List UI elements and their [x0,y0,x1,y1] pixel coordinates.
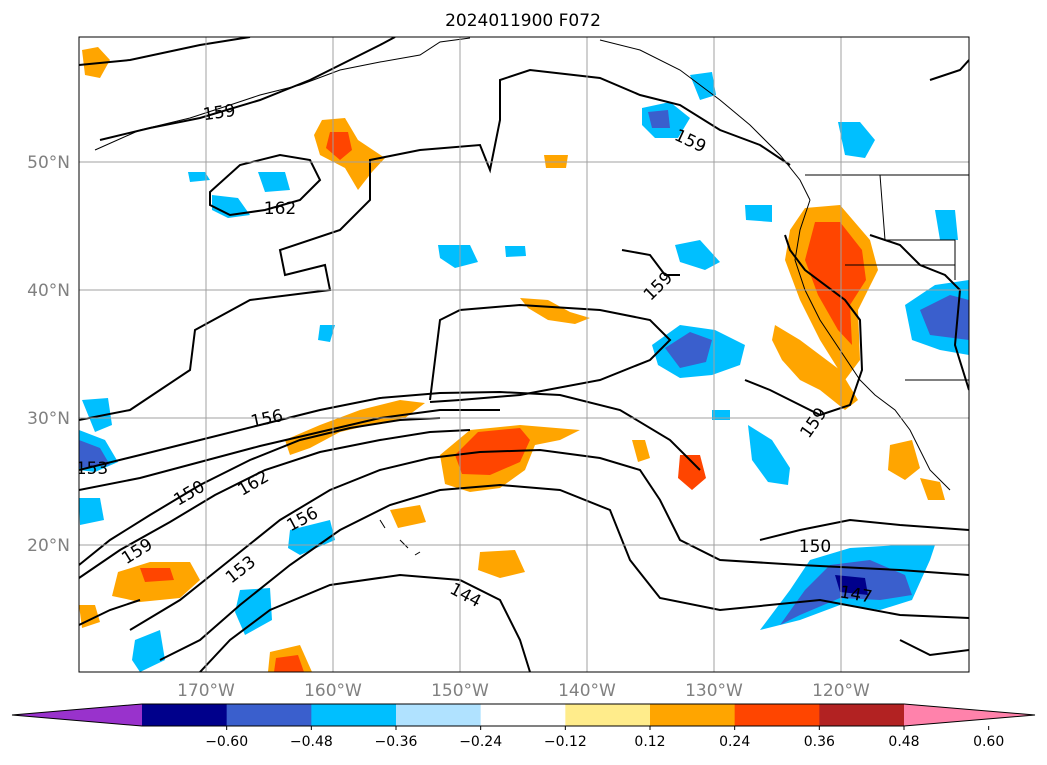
lon-label: 140°W [558,681,616,701]
lon-label: 170°W [177,681,235,701]
lon-label: 120°W [812,681,870,701]
colorbar-segment [311,704,397,726]
colorbar-segment [480,704,566,726]
colorbar-segment [734,704,820,726]
contour-label: 153 [222,552,260,588]
colorbar-tick-label: −0.12 [544,734,587,750]
positive-region [478,550,525,578]
contour-label: 162 [234,467,272,501]
positive-region [888,440,920,480]
longitude-labels: 170°W 160°W 150°W 140°W 130°W 120°W [177,681,870,701]
contour-label: 153 [76,459,108,479]
negative-region [82,398,112,432]
colorbar-tick-label: 0.48 [888,734,919,750]
positive-region [678,455,706,490]
colorbar-segment [650,704,736,726]
map-panel: 159 162 159 159 156 153 150 162 156 159 … [76,36,970,673]
colorbar-tick-label: 0.24 [719,734,750,750]
negative-region [235,588,272,635]
contour-label: 159 [640,268,677,305]
colorbar-segment [142,704,228,726]
lat-label: 20°N [27,536,70,556]
negative-region [665,332,712,368]
negative-region [79,498,104,525]
negative-region [258,172,290,192]
figure-title: 2024011900 F072 [445,11,601,31]
positive-region [520,298,590,324]
negative-region [318,325,335,342]
colorbar-extend-high [904,704,1035,726]
negative-region [690,72,716,100]
colorbar-tick-label: 0.60 [973,734,1004,750]
lat-label: 50°N [27,153,70,173]
colorbar-segment [226,704,312,726]
colorbar-tick-label: −0.60 [205,734,248,750]
lon-label: 160°W [304,681,362,701]
map-frame [78,36,970,673]
negative-region [835,575,868,595]
colorbar-tick-label: −0.36 [375,734,418,750]
hawaii [379,519,421,556]
height-contours [79,37,969,672]
positive-region [274,655,304,672]
positive-region [140,568,174,582]
positive-region [112,562,200,602]
negative-region [748,425,790,485]
contour-label: 159 [202,101,237,125]
positive-region [632,440,650,462]
negative-region [935,210,958,240]
gridlines [79,37,969,672]
lon-label: 150°W [431,681,489,701]
colorbar-outline [11,703,1036,727]
colorbar-segment [396,704,482,726]
positive-region [920,478,945,500]
contour-label: 150 [170,477,208,511]
lat-label: 40°N [27,281,70,301]
colorbar: −0.60 −0.48 −0.36 −0.24 −0.12 0.12 0.24 0.36 0.4… [11,703,1036,750]
negative-region [505,246,526,257]
anomaly-shading [79,47,969,672]
colorbar-tick-label: −0.24 [459,734,502,750]
contour-label: 144 [446,579,484,612]
colorbar-tick-label: 0.12 [634,734,665,750]
bc-coast [599,39,811,201]
negative-region [745,205,772,222]
latitude-labels: 50°N 40°N 30°N 20°N [27,153,70,556]
negative-region [648,110,670,128]
contour-label: 162 [264,199,296,219]
us-coast [794,199,951,491]
negative-region [212,195,250,218]
positive-region [772,325,858,410]
contour-label: 150 [799,537,831,557]
negative-region [79,440,110,468]
colorbar-segment [565,704,651,726]
negative-region [288,520,335,555]
negative-region [132,630,165,672]
negative-region [675,240,720,270]
colorbar-tick-label: −0.48 [290,734,333,750]
contour-label: 159 [671,126,709,158]
lon-label: 130°W [685,681,743,701]
negative-region [838,122,875,158]
negative-region [438,245,478,268]
positive-region [390,505,426,528]
negative-region [188,172,210,182]
contour-label: 156 [249,406,285,432]
colorbar-extend-low [12,704,142,726]
colorbar-segment [819,704,905,726]
state-borders [879,174,956,280]
colorbar-tick-label: 0.36 [804,734,835,750]
positive-region [314,118,385,190]
contour-label: 159 [796,404,831,442]
lat-label: 30°N [27,409,70,429]
positive-region [805,222,866,345]
